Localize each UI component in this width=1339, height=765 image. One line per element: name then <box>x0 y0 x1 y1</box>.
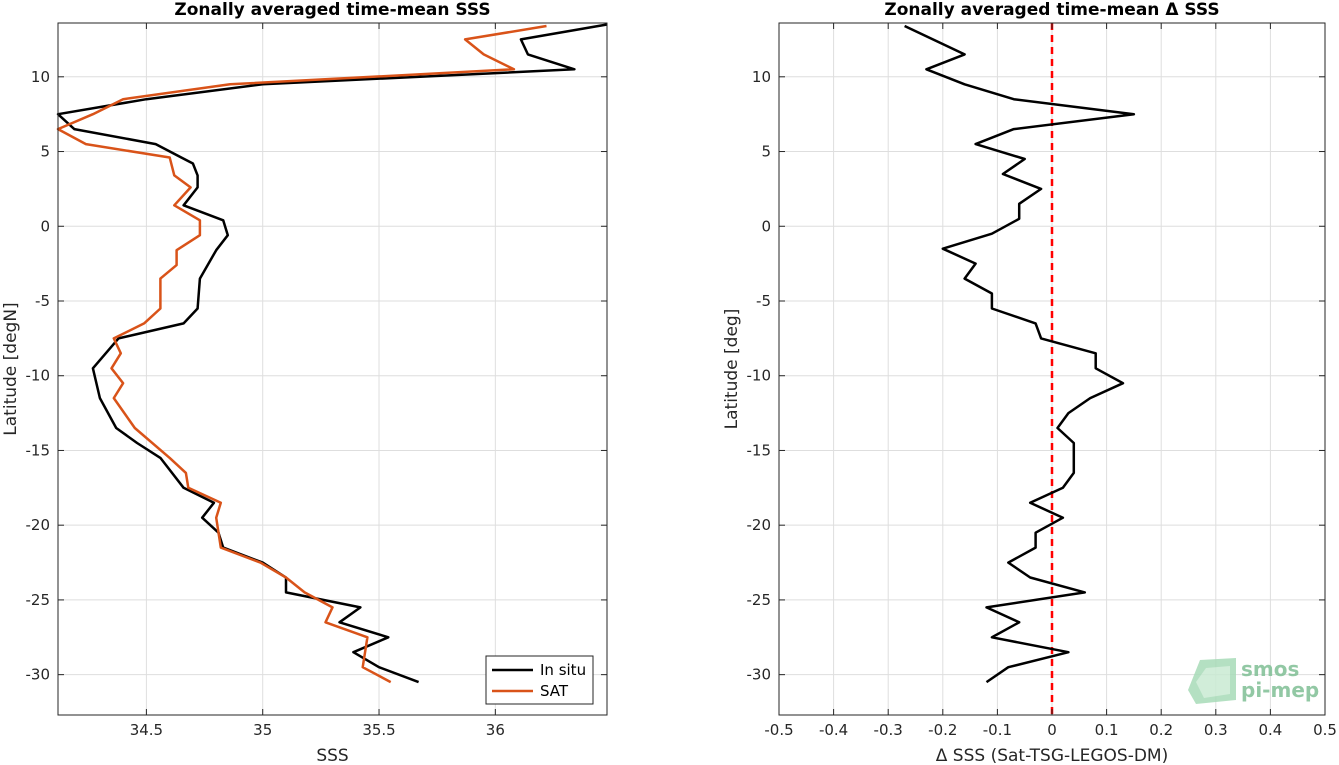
left-gridlines <box>58 23 607 715</box>
legend-box <box>485 655 594 705</box>
left-ticks: 34.5 35 35.5 36 -30 -25 -20 -15 -10 -5 0 5 10 <box>26 23 607 739</box>
x-tick-label: -0.3 <box>874 721 903 739</box>
y-tick-label: -20 <box>747 516 772 534</box>
y-tick-label: -5 <box>35 292 50 310</box>
y-tick-label: -15 <box>747 441 772 459</box>
left-chart-panel: 34.5 35 35.5 36 -30 -25 -20 -15 -10 -5 0 5 10 Zonall… <box>1 0 608 765</box>
y-tick-label: -10 <box>26 367 51 385</box>
y-tick-label: -30 <box>747 666 772 684</box>
x-tick-label: 0.2 <box>1149 721 1173 739</box>
x-tick-label: 0.1 <box>1095 721 1119 739</box>
legend-label-in-situ: In situ <box>540 661 586 679</box>
left-series-lines <box>56 23 608 684</box>
right-chart-title: Zonally averaged time-mean Δ SSS <box>884 0 1219 20</box>
y-tick-label: -5 <box>756 292 771 310</box>
x-tick-label: 0.5 <box>1313 721 1337 739</box>
x-tick-label: -0.5 <box>764 721 793 739</box>
x-tick-label: 35.5 <box>362 721 395 739</box>
x-tick-label: -0.2 <box>928 721 957 739</box>
series-line-0 <box>904 24 1136 684</box>
x-tick-label: 35 <box>253 721 272 739</box>
logo-waves-inner-icon <box>1196 666 1230 698</box>
x-tick-label: 34.5 <box>130 721 163 739</box>
smos-pi-mep-logo: smos pi-mep <box>1188 657 1319 704</box>
y-tick-label: -20 <box>26 516 51 534</box>
left-y-axis-label: Latitude [degN] <box>1 302 21 435</box>
y-tick-label: -15 <box>26 441 51 459</box>
right-ticks: -0.5 -0.4 -0.3 -0.2 -0.1 0 0.1 0.2 0.3 0.4 0.5 -30 -… <box>747 23 1337 739</box>
y-tick-label: 10 <box>31 68 50 86</box>
y-tick-label: 0 <box>761 217 771 235</box>
y-tick-label: -25 <box>26 591 51 609</box>
series-line-in-situ <box>56 23 608 684</box>
x-tick-label: 0.3 <box>1204 721 1228 739</box>
right-series-lines <box>904 24 1136 684</box>
left-axes-frame <box>57 22 608 716</box>
right-x-axis-label: Δ SSS (Sat-TSG-LEGOS-DM) <box>936 746 1168 765</box>
y-tick-label: 0 <box>40 217 50 235</box>
logo-text-line2: pi-mep <box>1241 678 1319 702</box>
y-tick-label: -25 <box>747 591 772 609</box>
y-tick-label: 5 <box>761 143 771 161</box>
legend: In situ SAT <box>485 655 594 705</box>
legend-label-sat: SAT <box>540 682 569 700</box>
y-tick-label: 10 <box>752 68 771 86</box>
y-tick-label: 5 <box>40 143 50 161</box>
right-chart-panel: -0.5 -0.4 -0.3 -0.2 -0.1 0 0.1 0.2 0.3 0.4 0.5 -30 -… <box>722 0 1337 765</box>
y-tick-label: -30 <box>26 666 51 684</box>
x-tick-label: -0.4 <box>819 721 848 739</box>
x-tick-label: -0.1 <box>983 721 1012 739</box>
logo-text-line1: smos <box>1241 657 1299 681</box>
x-tick-label: 36 <box>486 721 505 739</box>
series-line-sat <box>56 24 547 684</box>
x-tick-label: 0 <box>1047 721 1057 739</box>
left-chart-title: Zonally averaged time-mean SSS <box>174 0 490 20</box>
x-tick-label: 0.4 <box>1258 721 1282 739</box>
right-y-axis-label: Latitude [deg] <box>722 309 742 430</box>
left-x-axis-label: SSS <box>316 746 348 765</box>
y-tick-label: -10 <box>747 367 772 385</box>
